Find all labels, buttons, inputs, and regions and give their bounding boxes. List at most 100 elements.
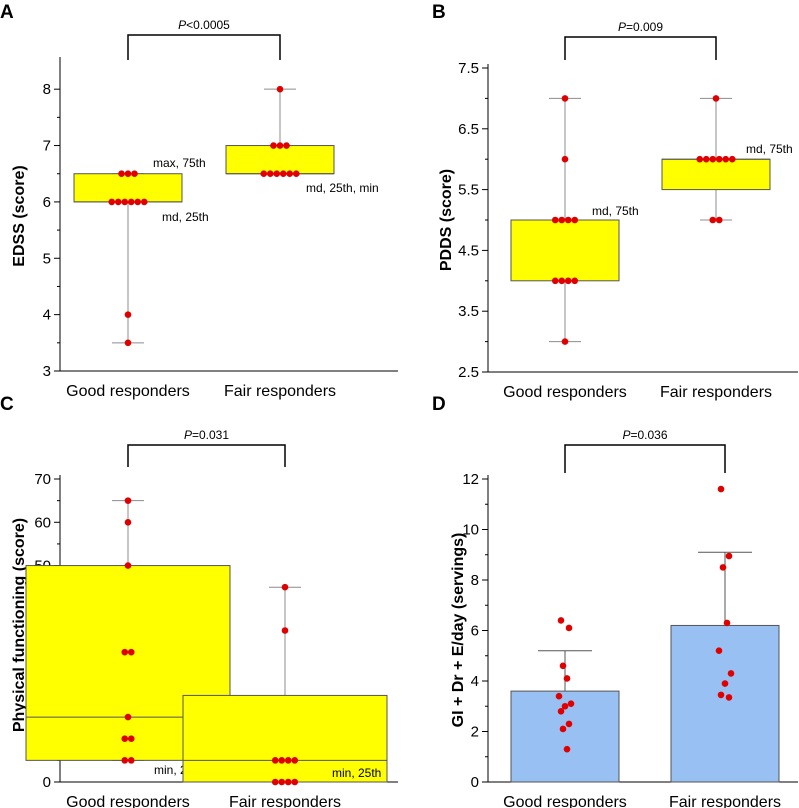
- data-point: [281, 583, 289, 591]
- data-point: [564, 216, 572, 224]
- data-point: [551, 277, 559, 285]
- data-point: [260, 170, 268, 178]
- group-1: md, 75th: [510, 95, 639, 345]
- point-annotation: md, 25th, min: [306, 181, 379, 195]
- box-iqr: [182, 694, 388, 783]
- data-point: [121, 648, 129, 656]
- box-iqr: [661, 158, 771, 191]
- data-point: [719, 564, 727, 571]
- data-point: [292, 170, 300, 178]
- data-point: [561, 338, 569, 345]
- p-value: =0.036: [630, 428, 667, 442]
- p-symbol: P: [184, 428, 192, 442]
- data-point: [558, 277, 566, 285]
- data-point: [134, 198, 142, 206]
- data-point: [124, 562, 132, 569]
- panel-letter: D: [432, 394, 446, 415]
- data-point: [571, 216, 579, 224]
- y-axis-label: Physical functioning (score): [11, 518, 28, 732]
- data-point: [121, 735, 129, 743]
- data-point: [121, 757, 129, 764]
- y-axis-label: GI + Dr + E/day (servings): [450, 533, 467, 728]
- y-tick-label: 10: [462, 522, 479, 539]
- group-2: md, 75th: [661, 95, 793, 224]
- data-point: [725, 552, 733, 560]
- data-point: [276, 85, 284, 93]
- group-1: max, 75th md, 25th: [73, 156, 209, 347]
- y-axis-label: PDDS (score): [438, 169, 455, 271]
- group-1: [510, 617, 620, 783]
- y-tick-label: 4.5: [458, 242, 479, 259]
- significance-bracket: [564, 444, 726, 473]
- point-annotation: md, 25th: [162, 210, 209, 224]
- data-point: [712, 95, 720, 102]
- data-point: [270, 142, 277, 149]
- y-tick-label: 3: [43, 363, 51, 380]
- p-value-label: P=0.036: [622, 428, 667, 442]
- point-annotation: max, 75th: [153, 156, 206, 170]
- y-tick-label: 60: [34, 514, 51, 531]
- data-point: [271, 778, 279, 786]
- data-point: [281, 627, 289, 634]
- x-category-label: Fair responders: [669, 794, 781, 808]
- data-point: [722, 155, 730, 163]
- panel-a: A 3 4 5 6 7 8 EDSS (score) Good responders Fair r…: [0, 2, 398, 400]
- p-symbol: P: [622, 428, 630, 442]
- y-tick-label: 70: [34, 471, 51, 488]
- x-category-label: Good responders: [66, 794, 190, 808]
- point-annotation: min, 25th: [332, 766, 381, 780]
- data-point: [715, 216, 723, 224]
- x-category-label: Fair responders: [660, 384, 772, 401]
- data-point: [561, 702, 569, 710]
- data-point: [284, 778, 292, 786]
- data-point: [565, 720, 573, 728]
- data-point: [273, 170, 281, 178]
- point-annotation: md, 75th: [592, 204, 639, 218]
- p-value-label: P<0.0005: [178, 18, 230, 32]
- data-point: [558, 216, 566, 224]
- p-symbol: P: [178, 18, 186, 32]
- y-tick-label: 6: [471, 623, 479, 640]
- data-point: [725, 694, 733, 701]
- data-point: [127, 735, 135, 743]
- y-axis-label: EDSS (score): [11, 165, 28, 266]
- y-tick-label: 6.5: [458, 121, 479, 138]
- data-point: [284, 757, 292, 764]
- group-2: md, 25th, min: [225, 85, 379, 195]
- data-point: [723, 619, 731, 627]
- data-point: [291, 757, 299, 764]
- p-value: =0.009: [626, 20, 663, 34]
- data-point: [124, 311, 132, 318]
- panel-d: D 0 2 4 6 8 10 12 GI + Dr + E/day (servings) Good…: [432, 394, 798, 808]
- data-point: [557, 708, 565, 715]
- y-tick-label: 4: [43, 307, 51, 324]
- data-point: [561, 155, 569, 163]
- data-point: [118, 170, 125, 178]
- data-point: [124, 518, 132, 526]
- data-point: [127, 198, 135, 206]
- significance-bracket: [127, 444, 286, 467]
- data-point: [121, 198, 129, 206]
- data-point: [283, 142, 290, 149]
- data-point: [124, 497, 132, 504]
- data-point: [266, 170, 274, 178]
- y-tick-label: 0: [471, 774, 479, 791]
- panel-b: B 2.5 3.5 4.5 5.5 6.5 7.5 PDDS (score) Good resp…: [432, 2, 798, 401]
- x-category-label: Good responders: [503, 384, 627, 401]
- data-point: [127, 648, 135, 656]
- data-point: [565, 624, 573, 632]
- data-point: [551, 216, 559, 224]
- data-point: [709, 155, 717, 163]
- y-tick-label: 6: [43, 194, 51, 211]
- panel-letter: B: [432, 2, 446, 23]
- data-point: [555, 692, 563, 700]
- data-point: [571, 277, 579, 285]
- data-point: [563, 675, 571, 682]
- data-point: [276, 142, 284, 149]
- p-value: =0.031: [192, 428, 229, 442]
- x-category-label: Good responders: [66, 383, 190, 400]
- y-tick-label: 3.5: [458, 303, 479, 320]
- data-point: [278, 757, 286, 764]
- y-tick-label: 8: [43, 81, 51, 98]
